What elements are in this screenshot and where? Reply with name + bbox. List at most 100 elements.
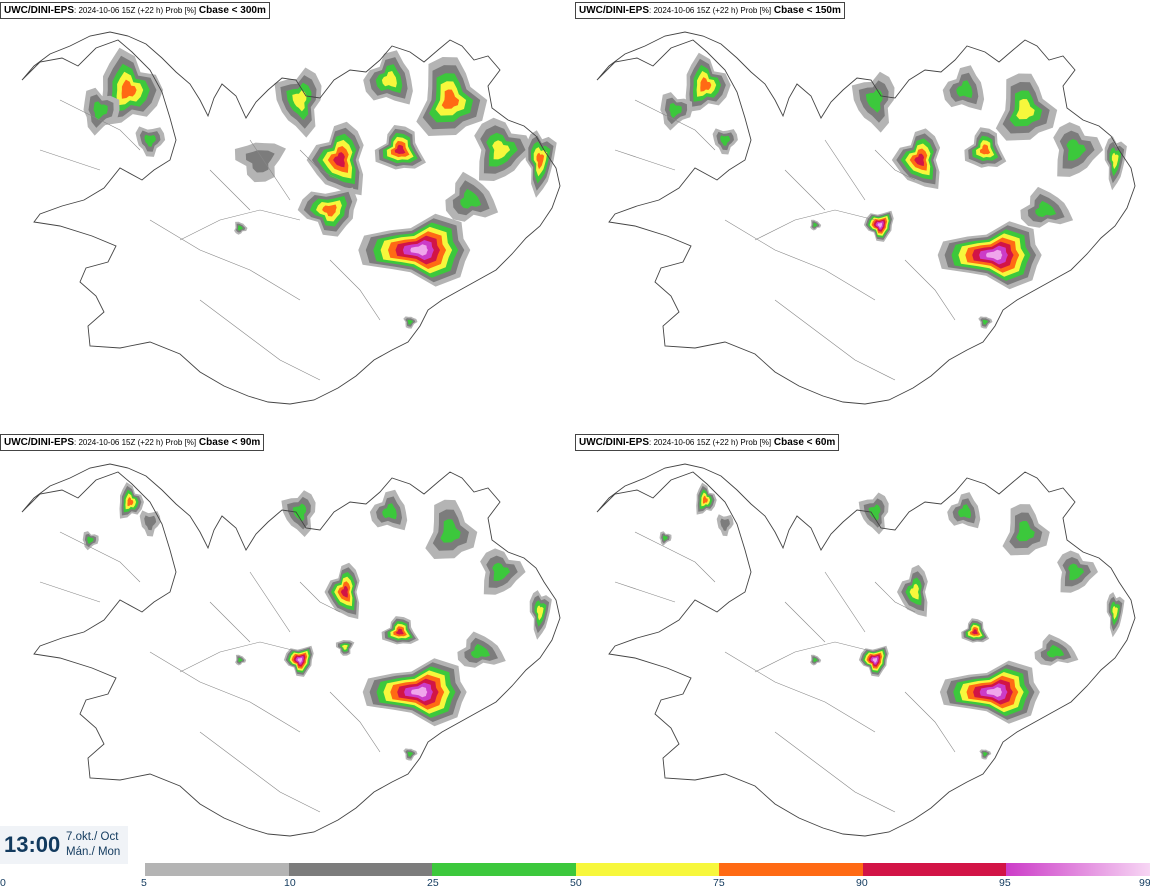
- probability-contour: [813, 222, 818, 228]
- valid-date: 7.okt./ Oct Mán./ Mon: [66, 831, 121, 858]
- region-border: [874, 149, 916, 181]
- probability-contour: [407, 319, 413, 325]
- colorbar-tick-label: 10: [284, 877, 296, 889]
- probability-contour: [986, 687, 1002, 697]
- iceland-map: [596, 31, 1136, 405]
- probability-contour: [958, 504, 971, 519]
- probability-contour: [914, 153, 925, 166]
- iceland-map: [21, 463, 561, 837]
- region-border: [614, 581, 676, 603]
- probability-contour: [396, 628, 404, 635]
- probability-contour: [877, 222, 883, 228]
- panel-title: UWC/DINI-EPS: 2024-10-06 15Z (+22 h) Pro…: [575, 434, 840, 451]
- probability-contour: [460, 188, 482, 209]
- region-border: [614, 149, 676, 171]
- coastline: [21, 31, 561, 405]
- region-border: [824, 139, 866, 201]
- probability-contour: [972, 629, 978, 635]
- probability-colorbar: [145, 863, 1150, 876]
- probability-contour: [238, 657, 243, 663]
- map-panel-cbase-90: UWC/DINI-EPS: 2024-10-06 15Z (+22 h) Pro…: [0, 432, 575, 862]
- probability-contour: [245, 150, 275, 173]
- probability-contour: [411, 686, 428, 698]
- panel-title: UWC/DINI-EPS: 2024-10-06 15Z (+22 h) Pro…: [575, 2, 845, 19]
- map-panel-cbase-300: UWC/DINI-EPS: 2024-10-06 15Z (+22 h) Pro…: [0, 0, 575, 430]
- region-border: [824, 571, 866, 633]
- iceland-map: [21, 31, 561, 405]
- probability-contour: [536, 152, 545, 170]
- colorbar-segment: [432, 863, 576, 876]
- region-border: [904, 691, 956, 753]
- probability-contour: [407, 751, 413, 757]
- probability-contour: [1112, 606, 1118, 620]
- region-border: [904, 259, 956, 321]
- probability-contour: [982, 752, 988, 757]
- region-border: [39, 581, 101, 603]
- valid-time-box: 13:00 7.okt./ Oct Mán./ Mon: [0, 826, 128, 864]
- probability-contour: [1068, 563, 1085, 581]
- probability-contour: [702, 495, 708, 504]
- region-border: [784, 169, 826, 211]
- colorbar-segment: [862, 863, 1007, 876]
- colorbar-segment: [719, 863, 863, 876]
- region-border: [249, 571, 291, 633]
- probability-contour: [322, 204, 337, 217]
- probability-contour: [956, 80, 973, 98]
- probability-contour: [292, 90, 307, 112]
- region-border: [249, 139, 291, 201]
- region-border: [874, 581, 916, 613]
- probability-contour: [410, 244, 428, 256]
- region-border: [774, 299, 896, 381]
- colorbar-tick-label: 90: [856, 877, 868, 889]
- coastline: [596, 31, 1136, 405]
- probability-contour: [536, 605, 544, 621]
- probability-contour: [720, 135, 731, 146]
- probability-contour: [1066, 139, 1087, 161]
- region-border: [59, 99, 141, 151]
- probability-contour: [87, 536, 94, 544]
- region-border: [784, 601, 826, 643]
- region-border: [149, 219, 301, 301]
- region-border: [634, 99, 716, 151]
- region-border: [179, 209, 301, 241]
- colorbar-segment: [145, 863, 289, 876]
- probability-contour: [669, 103, 682, 119]
- probability-contour: [144, 515, 157, 531]
- probability-contour: [1046, 644, 1065, 658]
- colorbar-segment: [575, 863, 720, 876]
- region-border: [209, 601, 251, 643]
- region-border: [149, 651, 301, 733]
- colorbar-tick-label: 25: [427, 877, 439, 889]
- probability-contour: [440, 519, 461, 543]
- probability-contour: [1035, 200, 1057, 217]
- probability-contour: [813, 657, 818, 663]
- probability-contour: [492, 562, 511, 581]
- probability-contour: [868, 504, 881, 521]
- region-border: [754, 209, 876, 241]
- probability-contour: [700, 77, 712, 92]
- colorbar-tick-label: 5: [141, 877, 147, 889]
- probability-contour: [1111, 152, 1119, 170]
- probability-contour: [662, 535, 668, 541]
- colorbar-tick-label: 75: [713, 877, 725, 889]
- probability-contour: [333, 152, 345, 168]
- probability-contour: [982, 319, 988, 325]
- valid-time: 13:00: [4, 832, 61, 857]
- region-border: [774, 731, 896, 813]
- probability-contour: [909, 583, 919, 600]
- probability-contour: [340, 585, 348, 598]
- probability-contour: [297, 657, 303, 663]
- probability-contour: [292, 503, 307, 522]
- region-border: [724, 651, 876, 733]
- probability-contour: [441, 89, 460, 109]
- probability-contour: [144, 134, 156, 147]
- region-border: [299, 149, 341, 181]
- map-panel-cbase-150: UWC/DINI-EPS: 2024-10-06 15Z (+22 h) Pro…: [575, 0, 1150, 430]
- colorbar-tick-label: 0: [0, 877, 6, 889]
- region-border: [724, 219, 876, 301]
- region-border: [199, 731, 321, 813]
- map-panel-cbase-60: UWC/DINI-EPS: 2024-10-06 15Z (+22 h) Pro…: [575, 432, 1150, 862]
- probability-contour: [720, 518, 730, 531]
- panel-title: UWC/DINI-EPS: 2024-10-06 15Z (+22 h) Pro…: [0, 434, 265, 451]
- probability-contour: [1016, 99, 1035, 120]
